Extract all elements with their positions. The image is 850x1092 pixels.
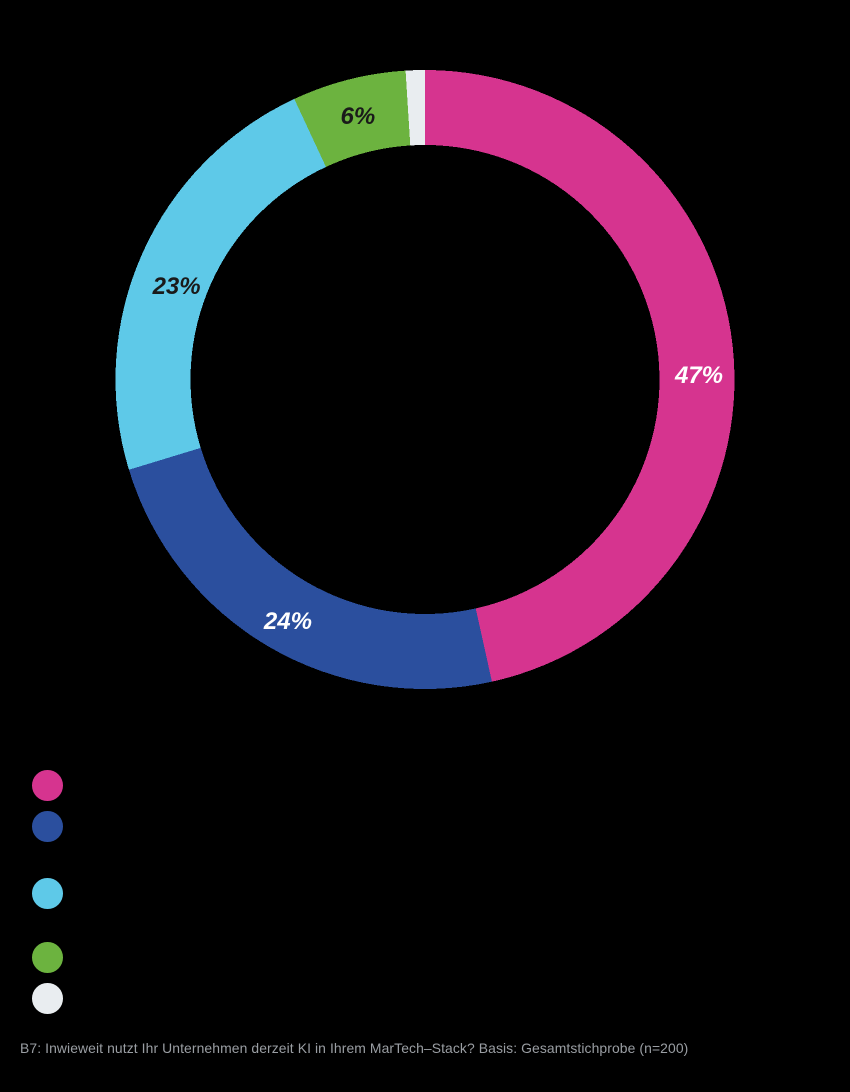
svg-text:47%: 47% [674,362,723,389]
svg-text:6%: 6% [341,103,376,130]
svg-text:24%: 24% [263,608,312,635]
svg-text:23%: 23% [152,273,201,300]
